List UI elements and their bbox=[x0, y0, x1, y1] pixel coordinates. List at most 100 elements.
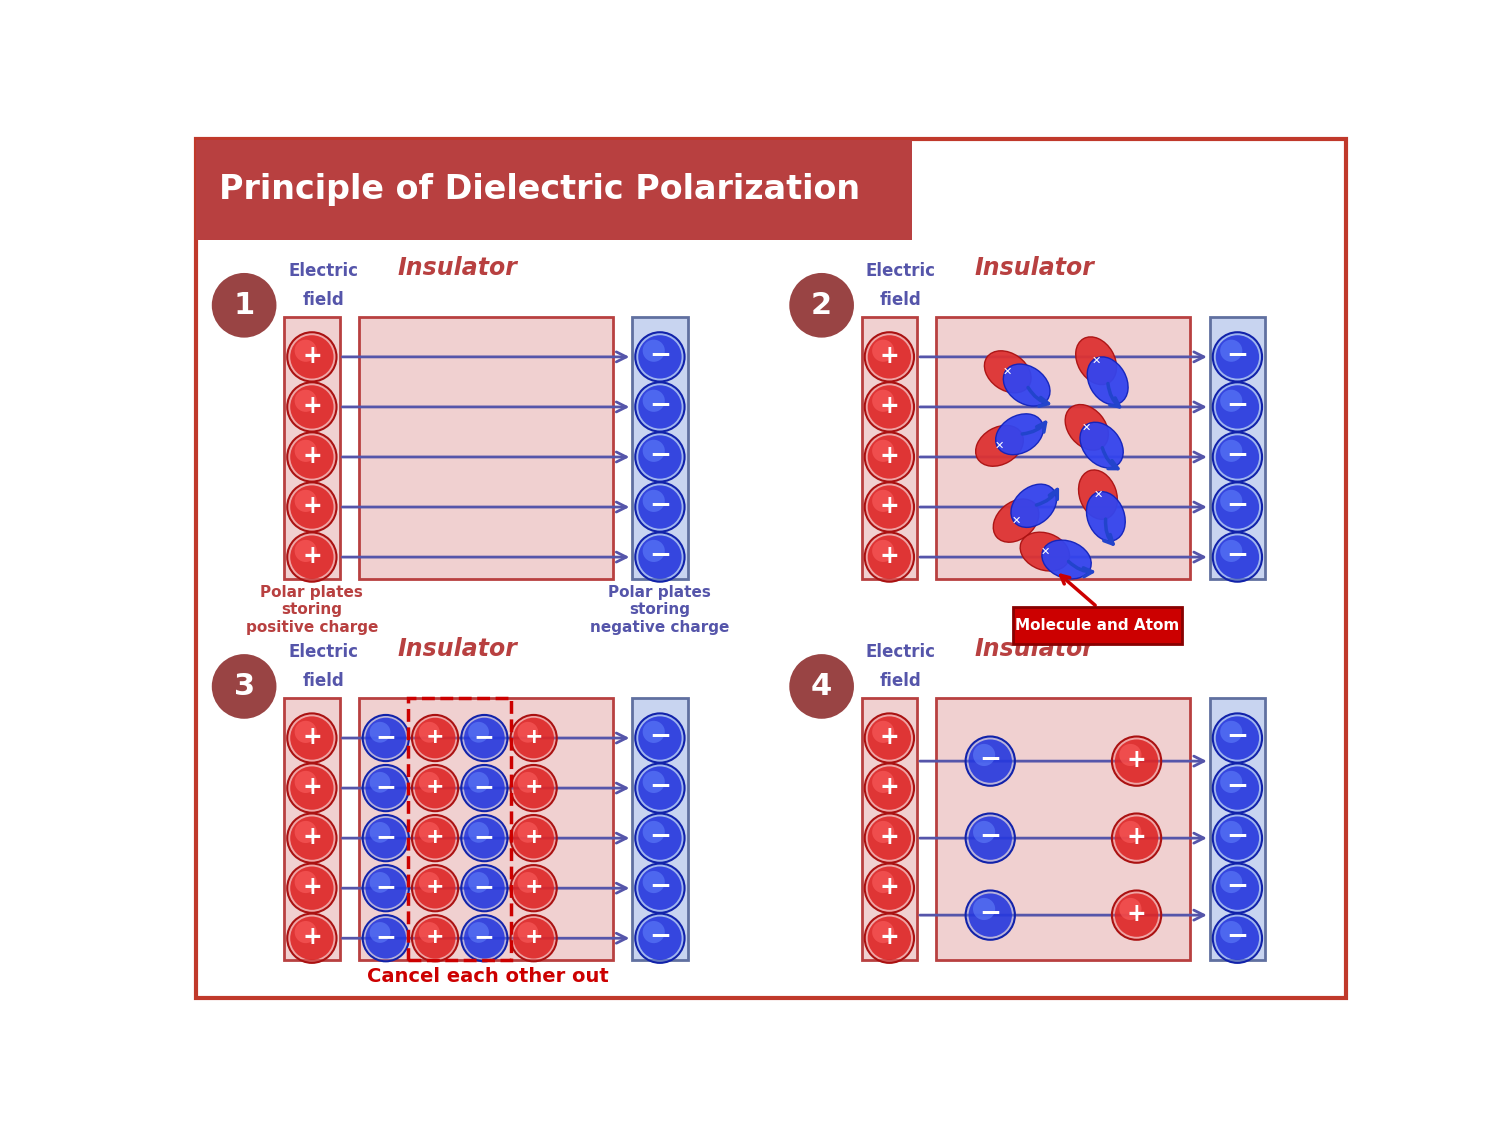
Circle shape bbox=[287, 763, 337, 813]
Text: +: + bbox=[880, 494, 899, 518]
Bar bbox=[862, 698, 917, 959]
Circle shape bbox=[1111, 891, 1161, 940]
Circle shape bbox=[868, 917, 911, 959]
Circle shape bbox=[1215, 767, 1259, 810]
Text: +: + bbox=[302, 494, 322, 518]
Circle shape bbox=[287, 714, 337, 762]
Circle shape bbox=[868, 535, 911, 579]
Circle shape bbox=[872, 490, 895, 512]
Circle shape bbox=[513, 817, 553, 858]
Text: 1: 1 bbox=[233, 291, 254, 320]
Text: −: − bbox=[474, 926, 495, 949]
Text: −: − bbox=[474, 825, 495, 849]
Text: −: − bbox=[474, 725, 495, 749]
Circle shape bbox=[362, 815, 409, 861]
Circle shape bbox=[635, 864, 684, 913]
Circle shape bbox=[1212, 533, 1262, 582]
Text: ✕: ✕ bbox=[1011, 516, 1021, 526]
Text: −: − bbox=[376, 825, 396, 849]
Bar bbox=[408, 698, 511, 959]
Circle shape bbox=[1212, 913, 1262, 963]
Circle shape bbox=[1119, 744, 1142, 766]
Circle shape bbox=[642, 340, 665, 361]
Circle shape bbox=[295, 490, 317, 512]
Circle shape bbox=[462, 915, 507, 962]
Text: ✕: ✕ bbox=[1003, 367, 1012, 377]
Text: −: − bbox=[376, 725, 396, 749]
Ellipse shape bbox=[1086, 492, 1125, 542]
Circle shape bbox=[415, 817, 456, 858]
Text: Insulator: Insulator bbox=[975, 637, 1095, 661]
Circle shape bbox=[872, 340, 895, 361]
Circle shape bbox=[1220, 821, 1242, 843]
Circle shape bbox=[1111, 736, 1161, 786]
Circle shape bbox=[468, 822, 489, 842]
Circle shape bbox=[468, 872, 489, 893]
Circle shape bbox=[412, 915, 459, 962]
Circle shape bbox=[635, 913, 684, 963]
Circle shape bbox=[1220, 721, 1242, 743]
Circle shape bbox=[872, 921, 895, 944]
Circle shape bbox=[1215, 485, 1259, 529]
Ellipse shape bbox=[976, 426, 1023, 466]
Circle shape bbox=[642, 821, 665, 843]
Circle shape bbox=[872, 821, 895, 843]
Circle shape bbox=[465, 868, 505, 909]
Circle shape bbox=[1114, 893, 1158, 937]
Text: +: + bbox=[302, 394, 322, 418]
Text: Principle of Dielectric Polarization: Principle of Dielectric Polarization bbox=[218, 173, 860, 206]
Text: +: + bbox=[880, 825, 899, 849]
Circle shape bbox=[465, 768, 505, 808]
Circle shape bbox=[517, 872, 538, 893]
Circle shape bbox=[412, 715, 459, 761]
Circle shape bbox=[370, 722, 391, 743]
Bar bbox=[862, 316, 917, 579]
Text: −: − bbox=[648, 924, 671, 950]
Circle shape bbox=[365, 918, 406, 958]
Text: −: − bbox=[376, 926, 396, 949]
Circle shape bbox=[362, 715, 409, 761]
Circle shape bbox=[790, 654, 854, 718]
Text: 2: 2 bbox=[811, 291, 832, 320]
Circle shape bbox=[1212, 482, 1262, 531]
Circle shape bbox=[638, 436, 681, 479]
Circle shape bbox=[1220, 440, 1242, 462]
Circle shape bbox=[295, 821, 317, 843]
Text: field: field bbox=[880, 292, 922, 310]
Circle shape bbox=[635, 714, 684, 762]
Text: −: − bbox=[648, 775, 671, 801]
Circle shape bbox=[638, 485, 681, 529]
Circle shape bbox=[462, 815, 507, 861]
Circle shape bbox=[872, 771, 895, 793]
Ellipse shape bbox=[1003, 364, 1050, 406]
Circle shape bbox=[865, 432, 914, 482]
Circle shape bbox=[973, 897, 996, 920]
Circle shape bbox=[513, 868, 553, 909]
Circle shape bbox=[468, 772, 489, 793]
Text: −: − bbox=[474, 776, 495, 799]
Circle shape bbox=[290, 917, 334, 959]
Circle shape bbox=[865, 482, 914, 531]
Circle shape bbox=[969, 740, 1012, 783]
Circle shape bbox=[642, 721, 665, 743]
Circle shape bbox=[370, 772, 391, 793]
Circle shape bbox=[1215, 336, 1259, 378]
Circle shape bbox=[1212, 763, 1262, 813]
Circle shape bbox=[1220, 870, 1242, 893]
Circle shape bbox=[1212, 714, 1262, 762]
Circle shape bbox=[638, 716, 681, 760]
Circle shape bbox=[872, 390, 895, 412]
Circle shape bbox=[635, 533, 684, 582]
Circle shape bbox=[370, 872, 391, 893]
Circle shape bbox=[290, 485, 334, 529]
Text: field: field bbox=[880, 672, 922, 690]
Circle shape bbox=[868, 485, 911, 529]
Circle shape bbox=[290, 385, 334, 429]
Circle shape bbox=[415, 868, 456, 909]
Circle shape bbox=[1220, 539, 1242, 562]
Ellipse shape bbox=[1075, 337, 1116, 385]
Circle shape bbox=[872, 539, 895, 562]
Circle shape bbox=[966, 891, 1015, 940]
Text: +: + bbox=[525, 777, 543, 797]
Text: +: + bbox=[426, 727, 444, 748]
